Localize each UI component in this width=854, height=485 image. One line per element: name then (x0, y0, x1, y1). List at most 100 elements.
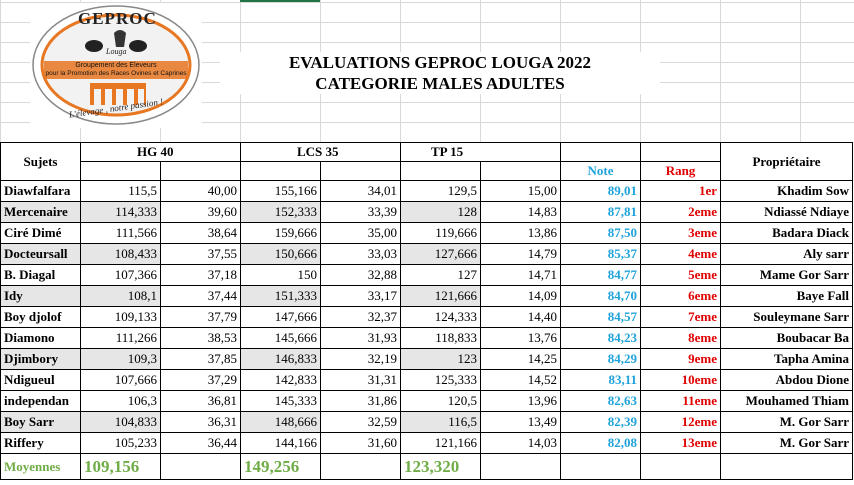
proprietaire-cell[interactable]: Badara Diack (720, 222, 853, 244)
proprietaire-cell[interactable]: M. Gor Sarr (720, 411, 853, 433)
lcs-value-cell[interactable]: 155,166 (240, 180, 321, 202)
header-tp-value[interactable] (400, 161, 481, 181)
lcs-points-cell[interactable]: 32,37 (320, 306, 401, 328)
empty-cell[interactable] (560, 453, 641, 480)
lcs-points-cell[interactable]: 35,00 (320, 222, 401, 244)
average-lcs[interactable]: 149,256 (240, 453, 321, 480)
note-cell[interactable]: 82,08 (560, 432, 641, 454)
header-tp[interactable]: TP 15 (400, 142, 561, 162)
sujet-cell[interactable]: B. Diagal (0, 264, 81, 286)
hg-points-cell[interactable]: 38,64 (160, 222, 241, 244)
note-cell[interactable]: 84,70 (560, 285, 641, 307)
lcs-points-cell[interactable]: 33,03 (320, 243, 401, 265)
note-cell[interactable]: 82,63 (560, 390, 641, 412)
hg-value-cell[interactable]: 111,566 (80, 222, 161, 244)
hg-value-cell[interactable]: 109,3 (80, 348, 161, 370)
proprietaire-cell[interactable]: Mame Gor Sarr (720, 264, 853, 286)
header-hg-value[interactable] (80, 161, 161, 181)
tp-points-cell[interactable]: 13,86 (480, 222, 561, 244)
note-cell[interactable]: 84,57 (560, 306, 641, 328)
header-proprietaire[interactable]: Propriétaire (720, 142, 853, 181)
sujet-cell[interactable]: Boy Sarr (0, 411, 81, 433)
empty-cell[interactable] (160, 453, 241, 480)
hg-points-cell[interactable]: 40,00 (160, 180, 241, 202)
header-hg[interactable]: HG 40 (80, 142, 241, 162)
note-cell[interactable]: 89,01 (560, 180, 641, 202)
proprietaire-cell[interactable]: Tapha Amina (720, 348, 853, 370)
lcs-points-cell[interactable]: 32,19 (320, 348, 401, 370)
header-note[interactable]: Note (560, 161, 641, 181)
lcs-value-cell[interactable]: 145,333 (240, 390, 321, 412)
note-cell[interactable]: 83,11 (560, 369, 641, 391)
sujet-cell[interactable]: Ciré Dimé (0, 222, 81, 244)
tp-points-cell[interactable]: 15,00 (480, 180, 561, 202)
rang-cell[interactable]: 7eme (640, 306, 721, 328)
hg-value-cell[interactable]: 106,3 (80, 390, 161, 412)
header-lcs[interactable]: LCS 35 (240, 142, 401, 162)
lcs-points-cell[interactable]: 31,93 (320, 327, 401, 349)
hg-points-cell[interactable]: 37,29 (160, 369, 241, 391)
proprietaire-cell[interactable]: Boubacar Ba (720, 327, 853, 349)
tp-value-cell[interactable]: 121,666 (400, 285, 481, 307)
sujet-cell[interactable]: Ndigueul (0, 369, 81, 391)
lcs-points-cell[interactable]: 31,86 (320, 390, 401, 412)
hg-value-cell[interactable]: 111,266 (80, 327, 161, 349)
tp-points-cell[interactable]: 14,25 (480, 348, 561, 370)
tp-points-cell[interactable]: 14,03 (480, 432, 561, 454)
sujet-cell[interactable]: independan (0, 390, 81, 412)
tp-value-cell[interactable]: 119,666 (400, 222, 481, 244)
average-hg[interactable]: 109,156 (80, 453, 161, 480)
proprietaire-cell[interactable]: Abdou Dione (720, 369, 853, 391)
header-hg-points[interactable] (160, 161, 241, 181)
sujet-cell[interactable]: Boy djolof (0, 306, 81, 328)
sujet-cell[interactable]: Diamono (0, 327, 81, 349)
tp-value-cell[interactable]: 127,666 (400, 243, 481, 265)
hg-points-cell[interactable]: 38,53 (160, 327, 241, 349)
tp-value-cell[interactable]: 125,333 (400, 369, 481, 391)
tp-value-cell[interactable]: 121,166 (400, 432, 481, 454)
proprietaire-cell[interactable]: Ndiassé Ndiaye (720, 201, 853, 223)
hg-value-cell[interactable]: 107,666 (80, 369, 161, 391)
hg-points-cell[interactable]: 37,79 (160, 306, 241, 328)
rang-cell[interactable]: 2eme (640, 201, 721, 223)
empty-cell[interactable] (640, 453, 721, 480)
rang-cell[interactable]: 8eme (640, 327, 721, 349)
tp-points-cell[interactable]: 14,09 (480, 285, 561, 307)
proprietaire-cell[interactable]: Souleymane Sarr (720, 306, 853, 328)
hg-points-cell[interactable]: 37,44 (160, 285, 241, 307)
sujet-cell[interactable]: Idy (0, 285, 81, 307)
tp-value-cell[interactable]: 129,5 (400, 180, 481, 202)
rang-cell[interactable]: 3eme (640, 222, 721, 244)
sujet-cell[interactable]: Djimbory (0, 348, 81, 370)
note-cell[interactable]: 87,81 (560, 201, 641, 223)
lcs-points-cell[interactable]: 32,59 (320, 411, 401, 433)
lcs-value-cell[interactable]: 150,666 (240, 243, 321, 265)
average-tp[interactable]: 123,320 (400, 453, 481, 480)
rang-cell[interactable]: 5eme (640, 264, 721, 286)
lcs-points-cell[interactable]: 34,01 (320, 180, 401, 202)
note-cell[interactable]: 84,77 (560, 264, 641, 286)
averages-label[interactable]: Moyennes (0, 453, 81, 480)
rang-cell[interactable]: 11eme (640, 390, 721, 412)
header-rang[interactable]: Rang (640, 161, 721, 181)
header-lcs-points[interactable] (320, 161, 401, 181)
hg-value-cell[interactable]: 107,366 (80, 264, 161, 286)
hg-points-cell[interactable]: 37,18 (160, 264, 241, 286)
hg-value-cell[interactable]: 104,833 (80, 411, 161, 433)
sujet-cell[interactable]: Diawfalfara (0, 180, 81, 202)
hg-points-cell[interactable]: 36,44 (160, 432, 241, 454)
lcs-points-cell[interactable]: 31,60 (320, 432, 401, 454)
lcs-points-cell[interactable]: 33,39 (320, 201, 401, 223)
rang-cell[interactable]: 12eme (640, 411, 721, 433)
hg-points-cell[interactable]: 36,31 (160, 411, 241, 433)
tp-value-cell[interactable]: 124,333 (400, 306, 481, 328)
note-cell[interactable]: 85,37 (560, 243, 641, 265)
proprietaire-cell[interactable]: Mouhamed Thiam (720, 390, 853, 412)
lcs-value-cell[interactable]: 145,666 (240, 327, 321, 349)
hg-value-cell[interactable]: 109,133 (80, 306, 161, 328)
tp-points-cell[interactable]: 13,96 (480, 390, 561, 412)
lcs-value-cell[interactable]: 148,666 (240, 411, 321, 433)
lcs-value-cell[interactable]: 147,666 (240, 306, 321, 328)
tp-value-cell[interactable]: 116,5 (400, 411, 481, 433)
lcs-value-cell[interactable]: 150 (240, 264, 321, 286)
